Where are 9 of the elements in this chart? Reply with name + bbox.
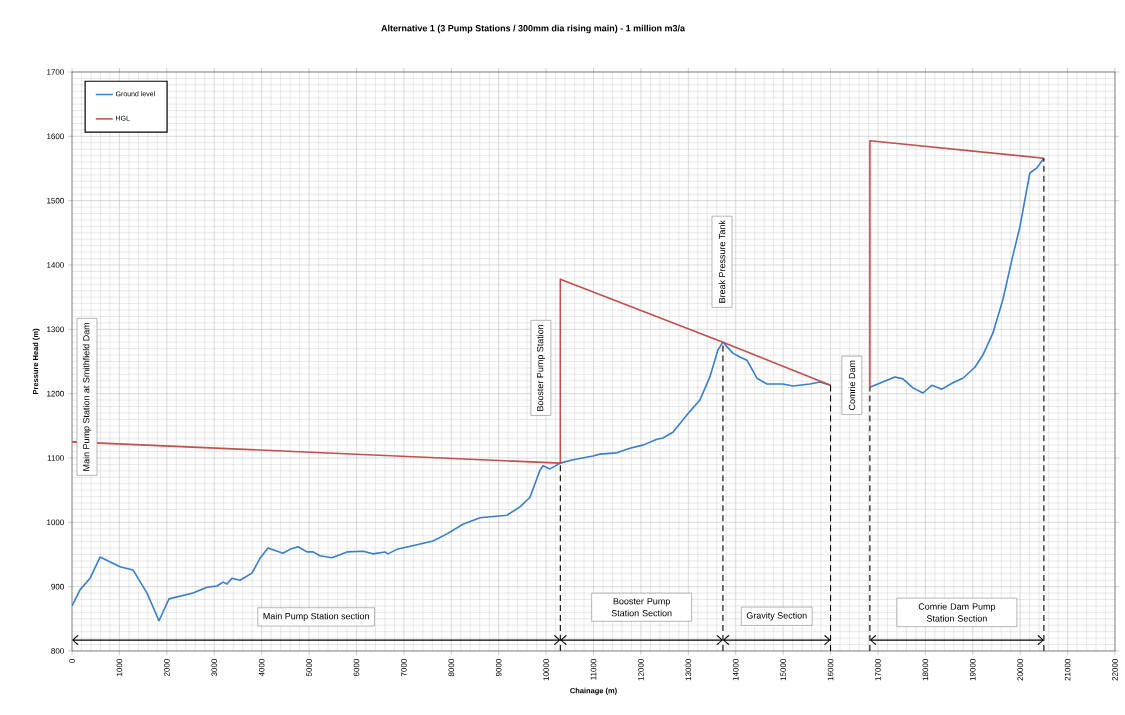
annotation: Main Pump Station section — [263, 612, 369, 622]
annotation: Comrie Dam — [848, 360, 856, 410]
chart-title: Alternative 1 (3 Pump Stations / 300mm dia rising main) - 1 million m3/a — [381, 24, 686, 34]
annotation: Break Pressure Tank — [718, 220, 726, 303]
annotation: Main Pump Station at Smithfield Dam — [82, 322, 92, 471]
annotation: Booster Pump Station — [536, 324, 546, 411]
annotation: Booster Pump Station Section — [611, 598, 672, 617]
annotation: Comrie Dam Pump Station Section — [918, 603, 996, 622]
annotation: Gravity Section — [746, 612, 807, 621]
